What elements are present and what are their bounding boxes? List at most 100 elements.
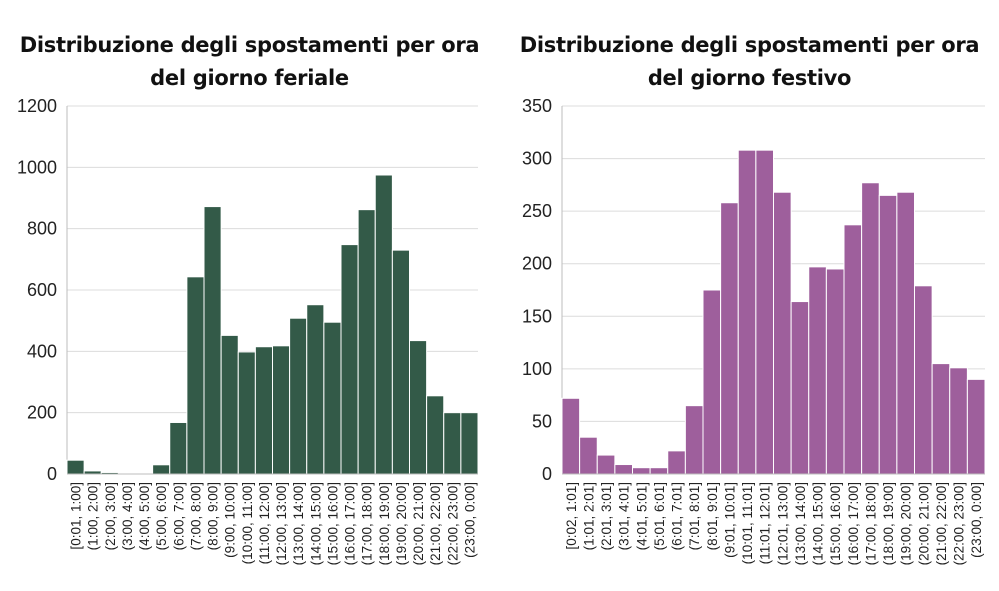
bar [914,285,933,475]
bar [755,149,774,475]
x-tick-label: (19:00, 20:00] [394,482,409,565]
x-tick-label: (18:00, 19:00] [881,482,896,565]
bar [737,149,757,475]
bar-chart-festivo: 0 50 100 150 200 250 300 350 [0:02, 1:01] (1:01, … [522,96,986,565]
chart-title-line1: Distribuzione degli spostamenti per ora [19,33,480,57]
bar [931,363,951,475]
x-tick-label: (6:00, 7:00] [171,482,186,550]
x-tick-label: [0:01, 1:00] [69,482,84,550]
bar [861,182,880,475]
x-tick-label: (17:00, 18:00] [360,482,375,565]
y-tick-label: 400 [27,341,57,361]
x-tick-label: (4:01, 5:01] [634,482,649,550]
chart-title: Distribuzione degli spostamenti per ora … [500,29,999,95]
bar [649,467,669,475]
bar [702,289,722,475]
x-tick-label: (11:00, 12:00] [257,482,272,564]
x-tick-label: (9:00, 10:00] [223,482,238,558]
x-tick-label: (22:00, 23:00] [952,482,967,565]
bar [949,367,968,475]
bar [790,301,810,475]
bar [966,378,986,475]
x-tick-label: (10:00, 11:00] [240,482,255,564]
y-tick-label: 600 [27,280,57,300]
bar [220,334,239,475]
y-tick-label: 1000 [17,157,57,177]
bar [808,266,827,475]
x-tick-label: (22:00, 23:00] [445,482,460,565]
x-tick-label: (14:00, 15:00] [811,482,826,565]
x-tick-label: (16:00, 17:00] [846,482,861,565]
x-tick-label: (1:00, 2:00] [86,482,101,550]
x-tick-label: (7:00, 8:00] [188,482,203,550]
bar [340,244,359,475]
x-tick-label: (2:00, 3:00] [103,482,118,550]
x-tick-label: (15:00, 16:00] [828,482,843,565]
bar [843,224,863,475]
bar [720,202,739,475]
bar [579,436,598,475]
bar [186,276,205,475]
x-tick-label: (8:01, 9:01] [705,482,720,550]
x-tick-label: (8:00, 9:00] [206,482,221,550]
bar [374,174,393,475]
y-tick-label: 200 [27,403,57,423]
bar [443,412,462,475]
y-tick-label: 50 [532,411,552,431]
chart-title-line1: Distribuzione degli spostamenti per ora [519,33,980,57]
bar [152,464,171,475]
x-tick-label: (18:00, 19:00] [377,482,392,565]
y-tick-label: 150 [522,306,552,326]
x-tick-label: (21:00, 22:00] [934,482,949,565]
x-tick-label: (7:01, 8:01] [687,482,702,550]
bar [773,191,792,475]
bar [254,346,273,475]
x-tick-label: (20:00, 21:00] [916,482,931,565]
bar [203,206,222,475]
x-tick-label: (19:00, 20:00] [899,482,914,565]
bar [878,194,898,475]
bar [289,317,308,475]
bar [357,209,376,475]
x-tick-label: (23:00, 0:00] [969,482,984,558]
y-tick-label: 350 [522,96,552,116]
bar [169,421,188,475]
x-tick-label: (6:01, 7:01] [670,482,685,550]
bar [614,464,633,475]
x-tick-label: (2:01, 3:01] [599,482,614,550]
chart-panel-feriale: Distribuzione degli spostamenti per ora … [0,0,499,591]
x-tick-label: (17:00, 18:00] [863,482,878,565]
y-tick-label: 1200 [17,96,57,116]
bar [684,405,704,475]
chart-panel-festivo: Distribuzione degli spostamenti per ora … [500,0,999,591]
bar [323,321,342,475]
y-tick-label: 100 [522,359,552,379]
bar [306,304,325,475]
bar [426,395,445,475]
bar [272,345,291,475]
bar [596,454,616,475]
x-tick-label: (12:01, 13:00] [775,482,790,565]
x-tick-label: (13:00, 14:00] [793,482,808,565]
x-tick-label: (15:00, 16:00] [325,482,340,565]
y-tick-label: 800 [27,219,57,239]
bar [237,351,256,475]
bar-chart-feriale: 0 200 400 600 800 1000 1200 [0:01, 1:00] (1:00, … [17,96,479,565]
bar [460,412,479,475]
x-tick-label: [0:02, 1:01] [564,482,579,550]
bar [667,450,686,475]
x-tick-label: (5:00, 6:00] [154,482,169,550]
y-tick-label: 0 [542,464,552,484]
x-tick-label: (21:00, 22:00] [428,482,443,565]
x-tick-label: (14:00, 15:00] [308,482,323,565]
x-tick-label: (16:00, 17:00] [343,482,358,565]
bar [632,467,651,475]
chart-title-line2: del giorno festivo [647,66,852,90]
bar [825,268,845,475]
x-tick-label: (13:00, 14:00] [291,482,306,565]
x-tick-label: (3:01, 4:01] [617,482,632,550]
x-tick-label: (10:01, 11:01] [740,482,755,564]
bar [409,340,428,475]
y-tick-label: 0 [47,464,57,484]
y-tick-label: 250 [522,201,552,221]
